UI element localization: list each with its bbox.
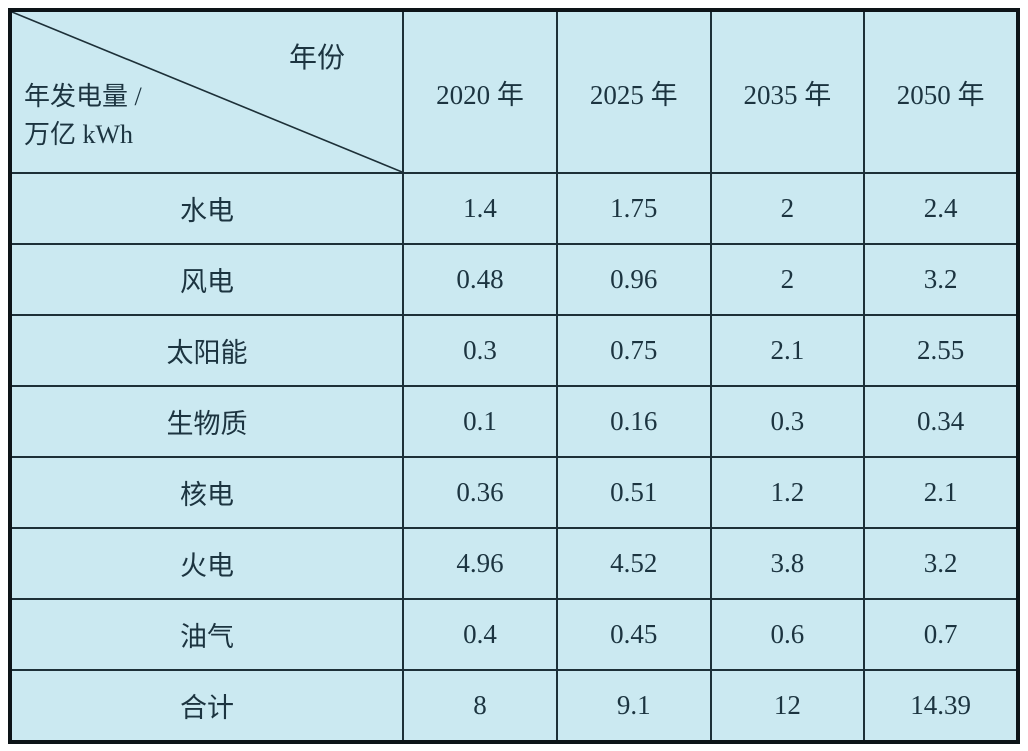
cell-hydro-2020: 1.4 <box>402 172 558 245</box>
corner-header-inner: 年份 年发电量 / 万亿 kWh <box>12 12 402 172</box>
cell-solar-2020: 0.3 <box>402 314 558 387</box>
cell-wind-2050: 3.2 <box>863 243 1019 316</box>
column-header-2050: 2050 年 <box>863 9 1019 174</box>
cell-thermal-2050: 3.2 <box>863 527 1019 600</box>
diagonal-divider-line <box>12 12 402 172</box>
cell-hydro-2035: 2 <box>709 172 866 245</box>
cell-nuclear-2035: 1.2 <box>709 456 866 529</box>
row-solar: 太阳能 0.3 0.75 2.1 2.55 <box>8 314 1019 387</box>
corner-label-year: 年份 <box>288 43 345 74</box>
row-total: 合计 8 9.1 12 14.39 <box>8 669 1019 743</box>
column-header-2035: 2035 年 <box>709 9 866 174</box>
row-label-hydro: 水电 <box>8 172 405 245</box>
corner-label-generation: 年发电量 / 万亿 kWh <box>24 78 142 154</box>
corner-label-generation-line1: 年发电量 / <box>24 82 142 111</box>
cell-oil-gas-2020: 0.4 <box>402 598 558 671</box>
cell-thermal-2025: 4.52 <box>555 527 712 600</box>
cell-solar-2035: 2.1 <box>709 314 866 387</box>
cell-hydro-2025: 1.75 <box>555 172 712 245</box>
row-wind: 风电 0.48 0.96 2 3.2 <box>8 243 1019 316</box>
row-oil-gas: 油气 0.4 0.45 0.6 0.7 <box>8 598 1019 671</box>
cell-oil-gas-2035: 0.6 <box>709 598 866 671</box>
cell-biomass-2025: 0.16 <box>555 385 712 458</box>
cell-nuclear-2050: 2.1 <box>863 456 1019 529</box>
row-label-wind: 风电 <box>8 243 405 316</box>
cell-wind-2035: 2 <box>709 243 866 316</box>
cell-biomass-2020: 0.1 <box>402 385 558 458</box>
row-label-oil-gas: 油气 <box>8 598 405 671</box>
cell-hydro-2050: 2.4 <box>863 172 1019 245</box>
row-label-biomass: 生物质 <box>8 385 405 458</box>
energy-generation-table: 年份 年发电量 / 万亿 kWh 2020 年 2025 年 2035 年 20… <box>8 8 1020 744</box>
column-header-2025: 2025 年 <box>555 9 712 174</box>
cell-total-2020: 8 <box>402 669 558 743</box>
cell-solar-2025: 0.75 <box>555 314 712 387</box>
row-nuclear: 核电 0.36 0.51 1.2 2.1 <box>8 456 1019 529</box>
cell-biomass-2035: 0.3 <box>709 385 866 458</box>
cell-thermal-2035: 3.8 <box>709 527 866 600</box>
cell-solar-2050: 2.55 <box>863 314 1019 387</box>
cell-nuclear-2020: 0.36 <box>402 456 558 529</box>
cell-biomass-2050: 0.34 <box>863 385 1019 458</box>
column-header-2020: 2020 年 <box>402 9 558 174</box>
row-biomass: 生物质 0.1 0.16 0.3 0.34 <box>8 385 1019 458</box>
cell-total-2025: 9.1 <box>555 669 712 743</box>
row-label-total: 合计 <box>8 669 405 743</box>
cell-oil-gas-2050: 0.7 <box>863 598 1019 671</box>
row-label-thermal: 火电 <box>8 527 405 600</box>
row-hydro: 水电 1.4 1.75 2 2.4 <box>8 172 1019 245</box>
row-label-nuclear: 核电 <box>8 456 405 529</box>
cell-thermal-2020: 4.96 <box>402 527 558 600</box>
header-row: 年份 年发电量 / 万亿 kWh 2020 年 2025 年 2035 年 20… <box>8 9 1019 174</box>
cell-total-2050: 14.39 <box>863 669 1019 743</box>
cell-wind-2025: 0.96 <box>555 243 712 316</box>
corner-label-generation-line2: 万亿 kWh <box>24 120 134 149</box>
corner-header-cell: 年份 年发电量 / 万亿 kWh <box>8 9 405 174</box>
row-label-solar: 太阳能 <box>8 314 405 387</box>
cell-wind-2020: 0.48 <box>402 243 558 316</box>
cell-oil-gas-2025: 0.45 <box>555 598 712 671</box>
cell-nuclear-2025: 0.51 <box>555 456 712 529</box>
cell-total-2035: 12 <box>709 669 866 743</box>
row-thermal: 火电 4.96 4.52 3.8 3.2 <box>8 527 1019 600</box>
